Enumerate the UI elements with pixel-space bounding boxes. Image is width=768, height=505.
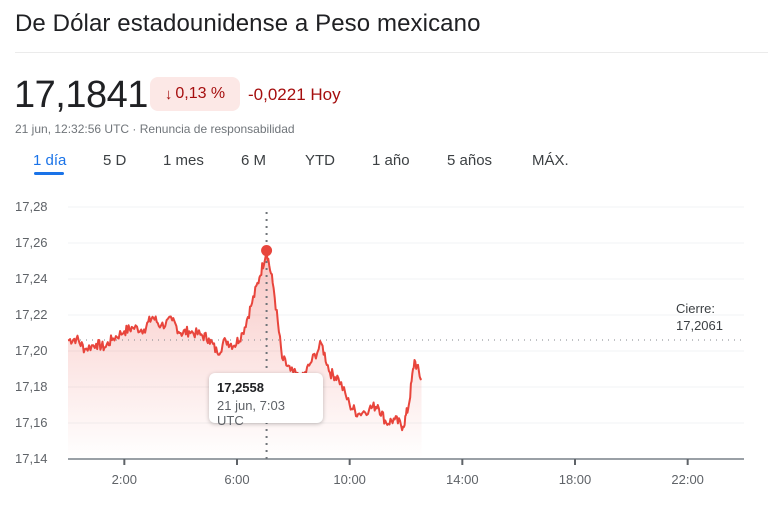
change-value: -0,0221 Hoy — [248, 85, 341, 104]
tab-1-dia[interactable]: 1 día — [33, 152, 67, 169]
tooltip-value: 17,2558 — [217, 380, 264, 395]
price-line — [67, 249, 423, 432]
previous-close-label: Cierre: 17,2061 — [676, 300, 723, 334]
x-axis-label: 2:00 — [111, 472, 137, 487]
y-axis-label: 17,18 — [15, 379, 48, 394]
header-divider — [15, 52, 768, 53]
y-axis-label: 17,14 — [15, 451, 48, 466]
y-axis-label: 17,28 — [15, 199, 48, 214]
tab-1-mes[interactable]: 1 mes — [163, 152, 204, 169]
active-tab-indicator — [34, 172, 64, 175]
y-axis-label: 17,16 — [15, 415, 48, 430]
close-label-text: Cierre: — [676, 301, 716, 316]
x-axis-label: 10:00 — [333, 472, 366, 487]
tab-5-anos[interactable]: 5 años — [447, 152, 493, 169]
tab-5-d[interactable]: 5 D — [103, 152, 127, 169]
y-axis-label: 17,22 — [15, 307, 48, 322]
price-area-fill — [68, 250, 422, 459]
change-percent-badge: ↓ 0,13 % — [150, 77, 240, 111]
y-axis-label: 17,24 — [15, 271, 48, 286]
tooltip-time: 21 jun, 7:03 UTC — [217, 398, 285, 428]
x-axis-label: 6:00 — [224, 472, 250, 487]
arrow-down-icon: ↓ — [164, 85, 173, 103]
separator: · — [132, 122, 137, 136]
y-axis-label: 17,20 — [15, 343, 48, 358]
y-axis-label: 17,26 — [15, 235, 48, 250]
x-axis-label: 22:00 — [671, 472, 704, 487]
current-price: 17,1841 — [14, 74, 148, 116]
quote-meta: 21 jun, 12:32:56 UTC · Renuncia de respo… — [15, 122, 295, 136]
close-value: 17,2061 — [676, 318, 723, 333]
tab-max[interactable]: MÁX. — [532, 152, 569, 169]
tab-ytd[interactable]: YTD — [305, 152, 335, 169]
quote-timestamp: 21 jun, 12:32:56 UTC — [15, 122, 130, 136]
page-title: De Dólar estadounidense a Peso mexicano — [15, 10, 481, 37]
chart-tooltip: 17,2558 21 jun, 7:03 UTC — [209, 373, 323, 428]
hover-point — [261, 245, 273, 257]
tab-6-m[interactable]: 6 M — [241, 152, 267, 169]
x-axis-ticks — [123, 459, 689, 465]
disclaimer-link[interactable]: Renuncia de responsabilidad — [139, 122, 295, 136]
x-axis-label: 14:00 — [446, 472, 479, 487]
x-axis-label: 18:00 — [558, 472, 592, 487]
tab-1-ano[interactable]: 1 año — [372, 152, 410, 169]
change-percent: 0,13 % — [175, 85, 226, 102]
